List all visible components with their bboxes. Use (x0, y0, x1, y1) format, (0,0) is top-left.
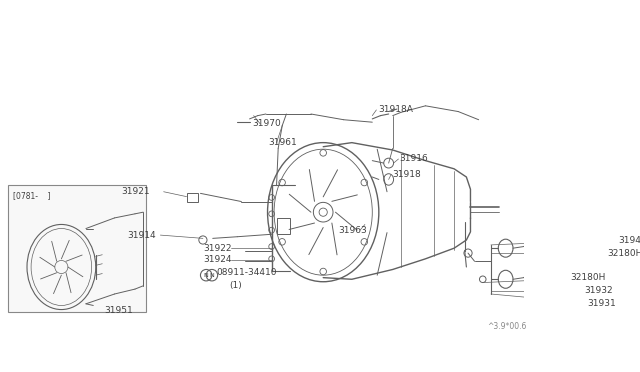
Bar (186, 193, 198, 202)
Text: 08911-34410: 08911-34410 (216, 268, 276, 277)
Text: 31924: 31924 (203, 255, 232, 264)
Text: 31970: 31970 (252, 119, 281, 128)
Bar (276, 218, 290, 234)
Text: 31922: 31922 (203, 244, 232, 253)
Text: 31918: 31918 (393, 170, 422, 179)
Text: 32180H: 32180H (570, 273, 605, 282)
Text: 31963: 31963 (339, 226, 367, 235)
Text: 31951: 31951 (105, 306, 134, 315)
Text: 32180H: 32180H (607, 248, 640, 257)
Text: (1): (1) (229, 281, 242, 290)
Text: 31914: 31914 (127, 231, 156, 240)
Text: N: N (209, 273, 214, 278)
Text: 31931: 31931 (588, 299, 616, 308)
Text: N: N (204, 273, 209, 278)
Text: [0781-    ]: [0781- ] (13, 191, 51, 200)
Text: 31918A: 31918A (378, 105, 413, 115)
Bar (8, 185, 146, 312)
Text: 31941: 31941 (619, 235, 640, 244)
Text: 31932: 31932 (584, 286, 613, 295)
Text: ^3.9*00.6: ^3.9*00.6 (487, 322, 526, 331)
Text: 31961: 31961 (268, 138, 297, 147)
Text: 31921: 31921 (121, 187, 150, 196)
Text: 31916: 31916 (399, 154, 428, 164)
